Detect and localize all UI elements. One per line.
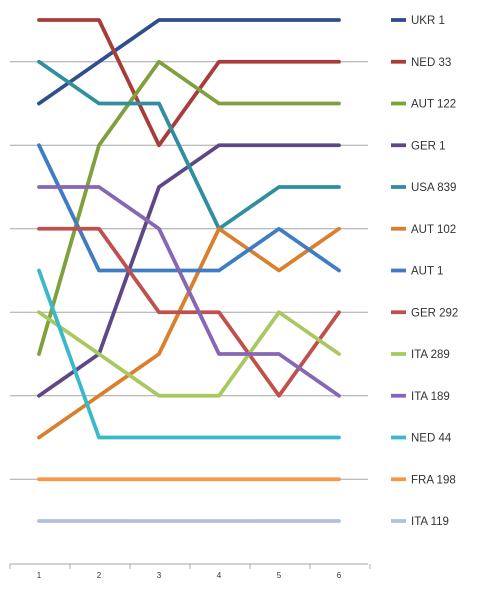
legend-label: AUT 1 [411, 266, 443, 278]
series-line [37, 185, 341, 398]
legend-label: ITA 289 [411, 349, 450, 361]
legend-label: FRA 198 [411, 474, 456, 486]
legend-label: ITA 119 [411, 516, 449, 528]
series-line [37, 18, 341, 106]
series-line [37, 226, 341, 398]
series-line [37, 310, 341, 398]
series-line [37, 268, 341, 440]
x-tick-label: 1 [37, 571, 42, 580]
x-tick-label: 3 [157, 571, 162, 580]
legend-label: UKR 1 [411, 15, 445, 27]
legend-label: AUT 102 [411, 224, 456, 236]
legend-label: ITA 189 [411, 391, 450, 403]
legend: UKR 1 NED 33 AUT 122 GER 1 USA 839 AUT 102 AUT… [391, 15, 458, 528]
legend-label: GER 292 [411, 307, 458, 319]
legend-label: AUT 122 [411, 99, 456, 111]
x-tick-label: 5 [277, 571, 282, 580]
series-line [37, 18, 341, 148]
series-lines [37, 18, 341, 523]
legend-label: USA 839 [411, 182, 456, 194]
legend-label: GER 1 [411, 140, 446, 152]
series-line [37, 59, 341, 231]
legend-label: NED 33 [411, 57, 451, 69]
x-tick-label: 6 [337, 571, 342, 580]
series-line [37, 226, 341, 440]
series-line [37, 59, 341, 356]
series-line [37, 143, 341, 273]
x-tick-label: 4 [217, 571, 222, 580]
x-axis: 1 2 3 4 5 6 [9, 563, 371, 580]
legend-label: NED 44 [411, 433, 452, 445]
x-tick-label: 2 [97, 571, 102, 580]
